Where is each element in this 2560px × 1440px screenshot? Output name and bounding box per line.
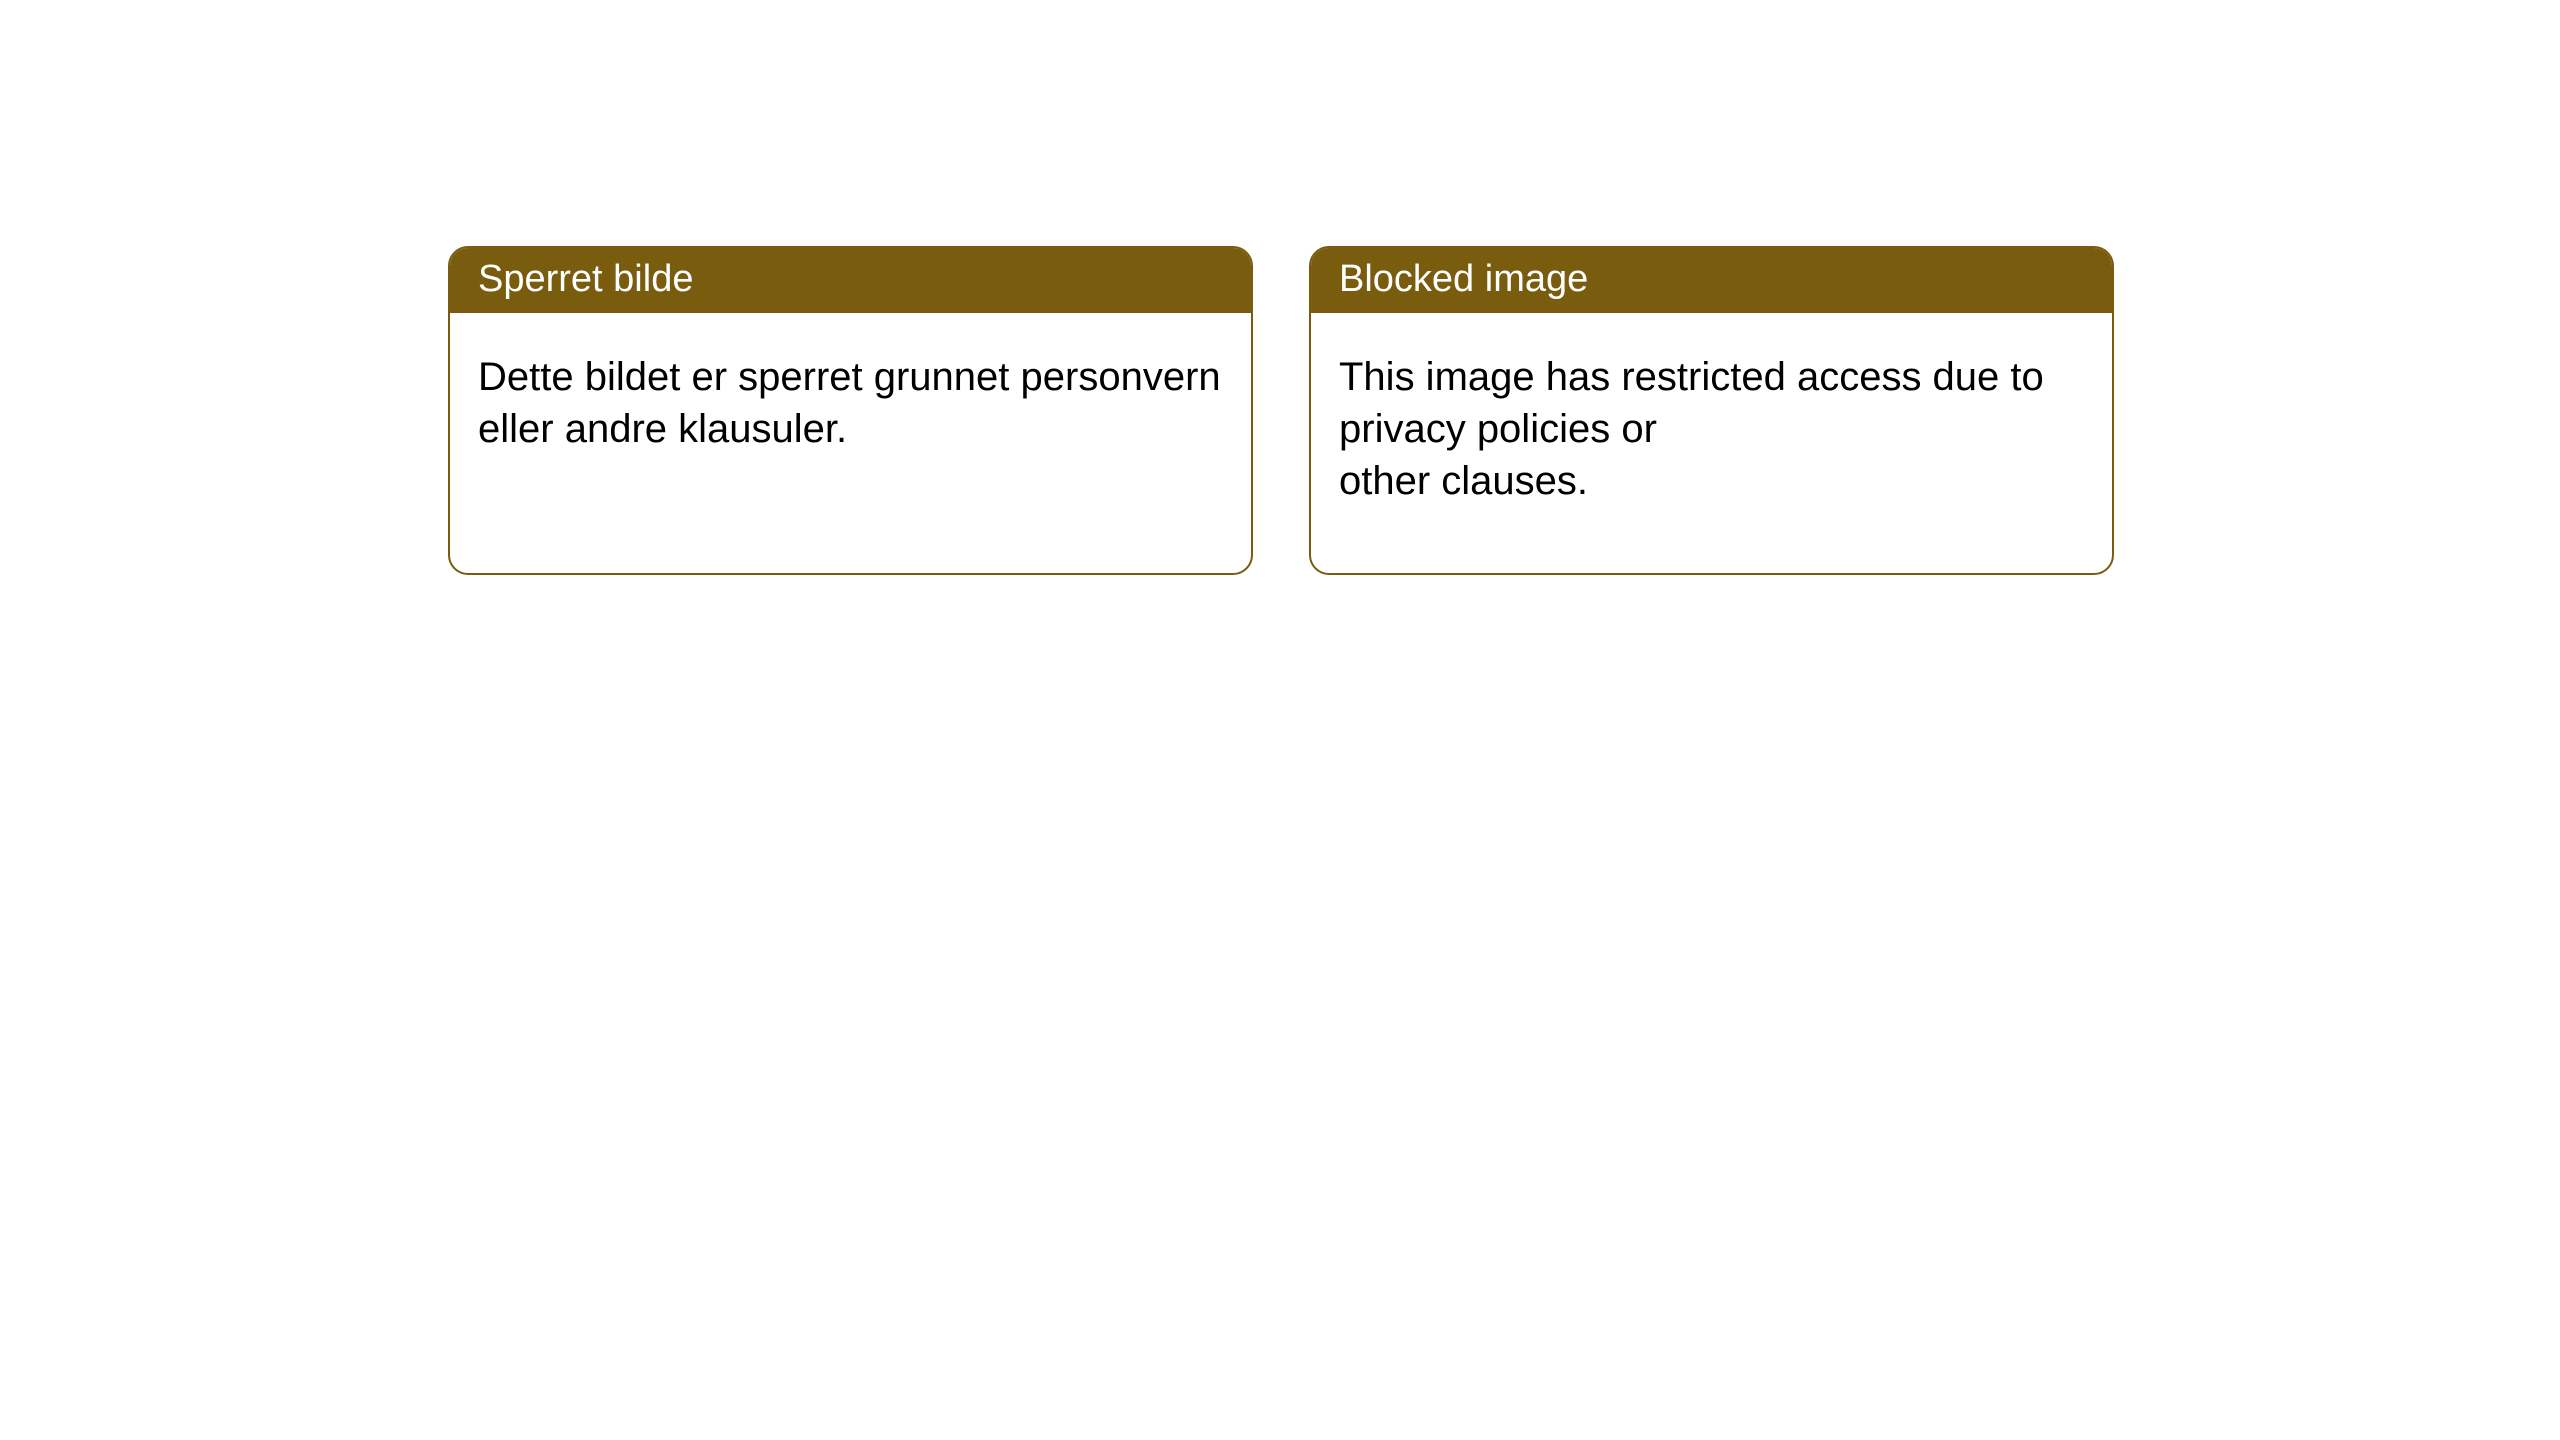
notice-body-text: Dette bildet er sperret grunnet personve… [478,351,1223,455]
notice-container: Sperret bilde Dette bildet er sperret gr… [0,0,2560,575]
notice-header: Blocked image [1311,248,2112,313]
notice-header-text: Sperret bilde [478,258,693,300]
notice-header: Sperret bilde [450,248,1251,313]
notice-body: This image has restricted access due to … [1311,313,2112,573]
notice-header-text: Blocked image [1339,258,1588,300]
notice-body: Dette bildet er sperret grunnet personve… [450,313,1251,573]
notice-body-text: This image has restricted access due to … [1339,351,2084,507]
notice-card-english: Blocked image This image has restricted … [1309,246,2114,575]
notice-card-norwegian: Sperret bilde Dette bildet er sperret gr… [448,246,1253,575]
